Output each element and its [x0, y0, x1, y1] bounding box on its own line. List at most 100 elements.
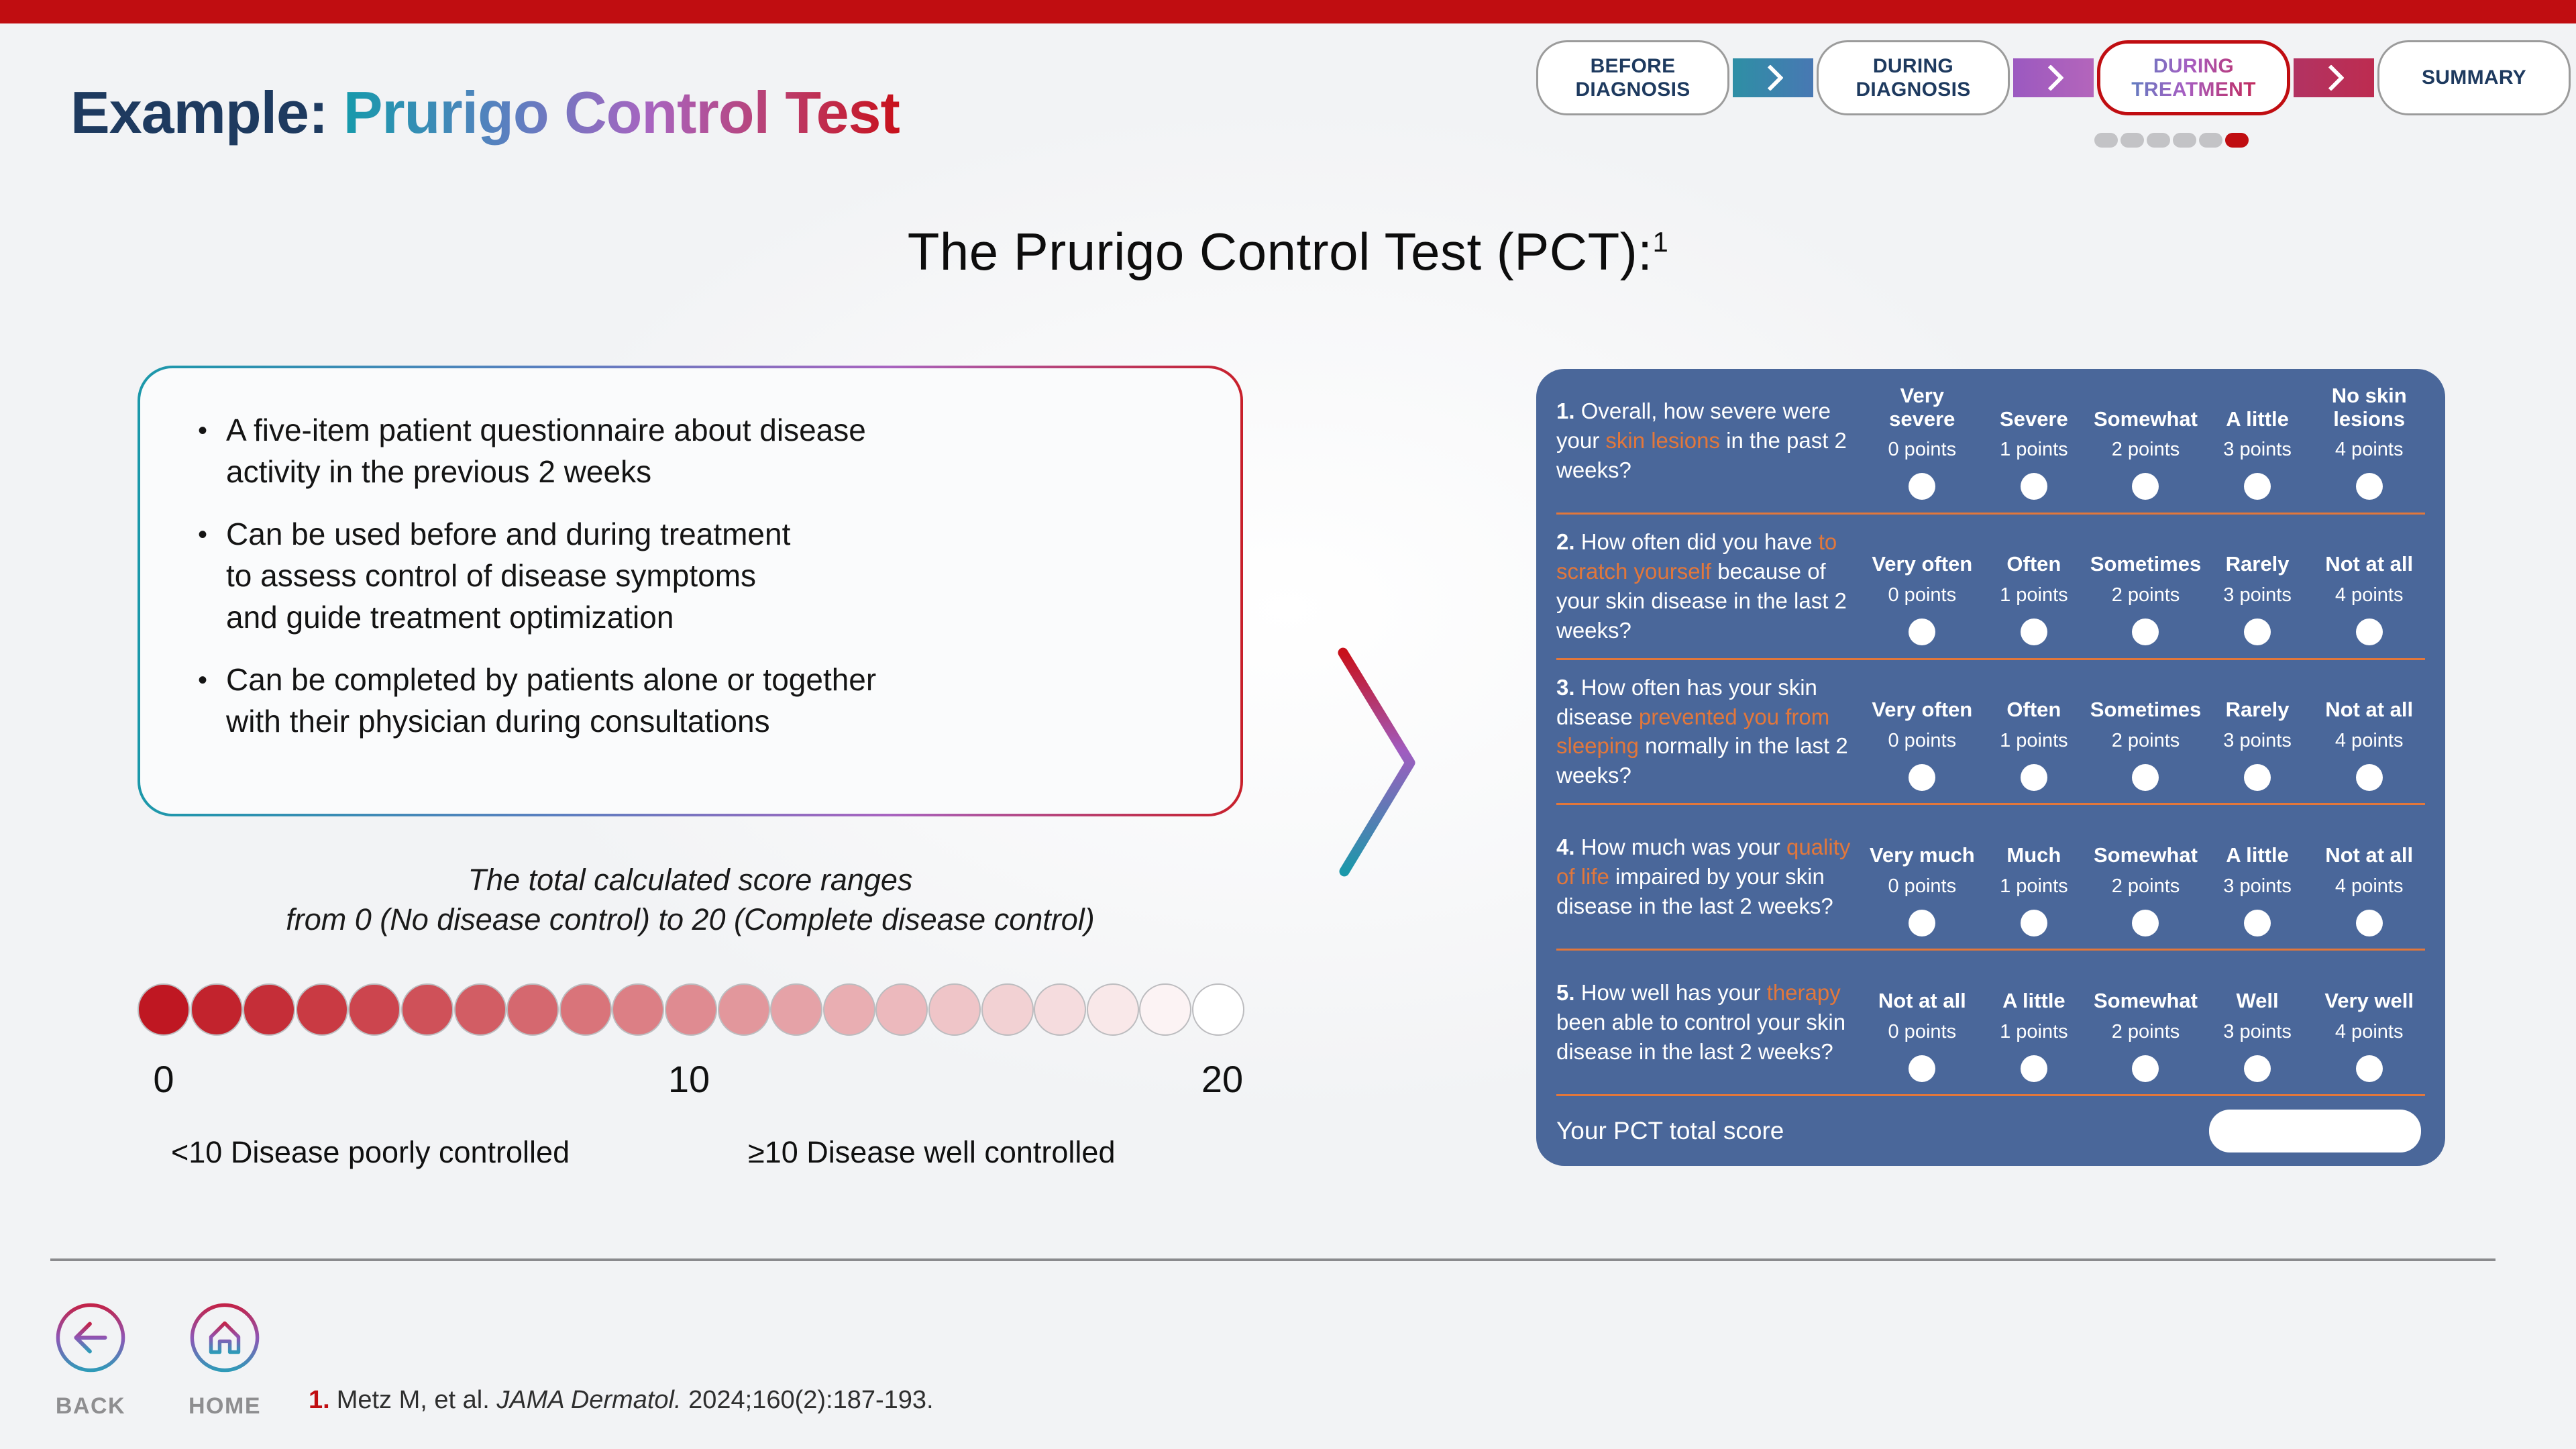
radio-q2-option4[interactable] — [2244, 619, 2271, 646]
option-points: 4 points — [2334, 729, 2404, 751]
option: Severe 1 points — [1978, 381, 2090, 500]
slide-progress-dots — [2094, 133, 2249, 148]
option-points: 1 points — [2000, 439, 2068, 461]
page-title-gradient: Prurigo Control Test — [343, 78, 900, 146]
radio-q4-option1[interactable] — [1909, 909, 1936, 936]
radio-q2-option2[interactable] — [2020, 619, 2047, 646]
progress-dot — [2173, 133, 2196, 148]
question-number: 5. — [1556, 980, 1581, 1006]
question-highlight: to scratch yourself — [1556, 529, 1837, 584]
nav-step-during-treatment[interactable]: DURING TREATMENT — [2097, 40, 2290, 115]
radio-q3-option4[interactable] — [2244, 763, 2271, 791]
radio-q3-option2[interactable] — [2020, 763, 2047, 791]
radio-q1-option5[interactable] — [2355, 473, 2383, 500]
question-number: 2. — [1556, 529, 1581, 554]
nav-step-during-diagnosis[interactable]: DURING DIAGNOSIS — [1817, 40, 2010, 115]
radio-q4-option5[interactable] — [2355, 909, 2383, 936]
radio-q5-option1[interactable] — [1909, 1055, 1936, 1082]
option: Well 3 points — [2202, 963, 2314, 1082]
nav-step-before-diagnosis[interactable]: BEFORE DIAGNOSIS — [1536, 40, 1729, 115]
option: Very often 0 points — [1866, 527, 1978, 646]
option-label: Sometimes — [2090, 552, 2202, 576]
pct-total-score-input[interactable] — [2209, 1109, 2421, 1152]
radio-q2-option3[interactable] — [2132, 619, 2159, 646]
option-points: 2 points — [2111, 1020, 2180, 1042]
option-label: Very well — [2324, 988, 2414, 1012]
radio-q3-option1[interactable] — [1909, 763, 1936, 791]
bullet-item: • A five-item patient questionnaire about… — [198, 410, 1214, 492]
bullet-text: Can be used before and during treatment … — [226, 517, 791, 635]
radio-q2-option5[interactable] — [2355, 619, 2383, 646]
option: Rarely 3 points — [2202, 527, 2314, 646]
question-highlight: quality of life — [1556, 835, 1851, 890]
scale-circle-0 — [138, 983, 190, 1036]
radio-q5-option3[interactable] — [2132, 1055, 2159, 1082]
option-points: 4 points — [2334, 1020, 2404, 1042]
question-segment: normally in the last 2 weeks? — [1556, 733, 1848, 788]
scale-tick-10: 10 — [667, 1058, 710, 1100]
option-points: 4 points — [2334, 439, 2404, 461]
option: Very well 4 points — [2313, 963, 2425, 1082]
option: Not at all 0 points — [1866, 963, 1978, 1082]
radio-q1-option2[interactable] — [2020, 473, 2047, 500]
scale-circle-13 — [822, 983, 875, 1036]
option-points: 4 points — [2334, 875, 2404, 897]
options: Very much 0 points Much 1 points Somewhat 2 p… — [1866, 818, 2425, 936]
option-points: 3 points — [2223, 729, 2292, 751]
bullet-marker: • — [198, 416, 208, 445]
option-label: Very severe — [1889, 383, 1955, 431]
bullet-marker: • — [198, 665, 208, 696]
option-points: 3 points — [2223, 1020, 2292, 1042]
option-label: Sometimes — [2090, 698, 2202, 722]
option-points: 1 points — [2000, 1020, 2068, 1042]
info-box: • A five-item patient questionnaire about… — [138, 366, 1243, 816]
option-points: 3 points — [2223, 584, 2292, 606]
question-number: 1. — [1556, 398, 1581, 424]
back-button[interactable]: BACK — [54, 1301, 127, 1419]
radio-q1-option4[interactable] — [2244, 473, 2271, 500]
radio-q1-option3[interactable] — [2132, 473, 2159, 500]
options: Very severe 0 points Severe 1 points Somewha… — [1866, 381, 2425, 500]
option-label: Well — [2236, 988, 2279, 1012]
slide-title: The Prurigo Control Test (PCT):1 — [0, 221, 2576, 282]
chevron-right-icon — [2318, 64, 2345, 91]
option-label: Not at all — [2325, 843, 2414, 867]
option-points: 2 points — [2111, 875, 2180, 897]
option-label: Very much — [1869, 843, 1975, 867]
progress-dot — [2147, 133, 2170, 148]
question-row-4: 4. How much was your quality of life imp… — [1556, 805, 2425, 951]
radio-q2-option1[interactable] — [1909, 619, 1936, 646]
scale-circle-6 — [453, 983, 506, 1036]
pct-questionnaire-panel: 1. Overall, how severe were your skin le… — [1536, 369, 2445, 1166]
option: A little 1 points — [1978, 963, 2090, 1082]
total-score-label: Your PCT total score — [1556, 1116, 1784, 1144]
option: Sometimes 2 points — [2090, 672, 2202, 791]
scale-circle-15 — [928, 983, 981, 1036]
radio-q4-option4[interactable] — [2244, 909, 2271, 936]
question-text: 3. How often has your skin disease preve… — [1556, 673, 1866, 791]
option-points: 0 points — [1888, 584, 1957, 606]
radio-q5-option2[interactable] — [2020, 1055, 2047, 1082]
option-points: 1 points — [2000, 729, 2068, 751]
progress-dot — [2199, 133, 2222, 148]
radio-q4-option2[interactable] — [2020, 909, 2047, 936]
nav-step-summary[interactable]: SUMMARY — [2377, 40, 2571, 115]
radio-q3-option5[interactable] — [2355, 763, 2383, 791]
radio-q3-option3[interactable] — [2132, 763, 2159, 791]
option: Somewhat 2 points — [2090, 963, 2202, 1082]
radio-q5-option4[interactable] — [2244, 1055, 2271, 1082]
radio-q4-option3[interactable] — [2132, 909, 2159, 936]
radio-q5-option5[interactable] — [2355, 1055, 2383, 1082]
question-segment: impaired by your skin disease in the las… — [1556, 864, 1833, 919]
option-label: Often — [2006, 552, 2061, 576]
option: A little 3 points — [2202, 381, 2314, 500]
option-points: 3 points — [2223, 439, 2292, 461]
home-button[interactable]: HOME — [188, 1301, 262, 1419]
option: A little 3 points — [2202, 818, 2314, 936]
scale-circle-8 — [559, 983, 612, 1036]
option: Very much 0 points — [1866, 818, 1978, 936]
scale-circle-18 — [1086, 983, 1139, 1036]
option: Much 1 points — [1978, 818, 2090, 936]
question-row-3: 3. How often has your skin disease preve… — [1556, 660, 2425, 806]
radio-q1-option1[interactable] — [1909, 473, 1936, 500]
